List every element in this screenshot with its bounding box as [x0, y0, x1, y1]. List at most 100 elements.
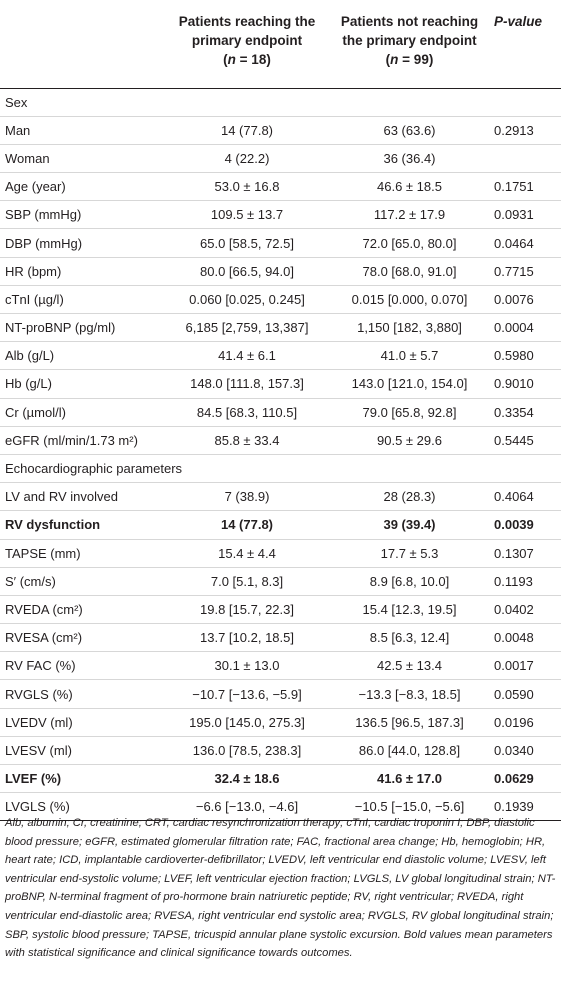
- p-value: 0.0196: [492, 708, 561, 737]
- row-label: Hb (g/L): [0, 369, 167, 399]
- value-reaching: [167, 454, 327, 484]
- row-label: LVGLS (%): [0, 792, 167, 822]
- row-label: HR (bpm): [0, 257, 167, 286]
- value-not-reaching: 42.5 ± 13.4: [327, 651, 492, 681]
- value-reaching: 4 (22.2): [167, 144, 327, 174]
- row-label: LVESV (ml): [0, 736, 167, 766]
- p-value: 0.0402: [492, 595, 561, 625]
- header-not-reaching-endpoint: Patients not reaching the primary endpoi…: [327, 0, 492, 89]
- p-value: 0.1307: [492, 539, 561, 568]
- value-reaching: 109.5 ± 13.7: [167, 200, 327, 230]
- value-reaching: 148.0 [111.8, 157.3]: [167, 369, 327, 399]
- header-reaching-endpoint: Patients reaching the primary endpoint (…: [167, 0, 327, 89]
- row-label: Alb (g/L): [0, 341, 167, 371]
- value-not-reaching: 90.5 ± 29.6: [327, 426, 492, 455]
- value-reaching: −6.6 [−13.0, −4.6]: [167, 792, 327, 822]
- value-reaching: 85.8 ± 33.4: [167, 426, 327, 455]
- table-row: RV dysfunction 14 (77.8) 39 (39.4) 0.0039: [0, 510, 561, 540]
- table-row: DBP (mmHg) 65.0 [58.5, 72.5] 72.0 [65.0, 8…: [0, 228, 561, 258]
- value-reaching: 15.4 ± 4.4: [167, 539, 327, 568]
- header-col2-n: (n = 99): [385, 52, 434, 67]
- value-not-reaching: [327, 88, 492, 117]
- table-row: HR (bpm) 80.0 [66.5, 94.0] 78.0 [68.0, 91.…: [0, 257, 561, 286]
- p-value: 0.0464: [492, 228, 561, 258]
- table-row: LVEDV (ml) 195.0 [145.0, 275.3] 136.5 [96.…: [0, 708, 561, 737]
- p-value: 0.0340: [492, 736, 561, 766]
- row-label: LVEF (%): [0, 764, 167, 794]
- header-col1-line2: primary endpoint: [191, 33, 303, 48]
- value-not-reaching: 78.0 [68.0, 91.0]: [327, 257, 492, 286]
- row-label: LV and RV involved: [0, 482, 167, 512]
- value-not-reaching: 72.0 [65.0, 80.0]: [327, 228, 492, 258]
- header-col2-line2: the primary endpoint: [342, 33, 477, 48]
- table-row: Man 14 (77.8) 63 (63.6) 0.2913: [0, 116, 561, 145]
- p-value: 0.2913: [492, 116, 561, 145]
- value-reaching: 84.5 [68.3, 110.5]: [167, 398, 327, 427]
- value-reaching: 136.0 [78.5, 238.3]: [167, 736, 327, 766]
- row-label: RVEDA (cm²): [0, 595, 167, 625]
- value-not-reaching: 79.0 [65.8, 92.8]: [327, 398, 492, 427]
- row-label: LVEDV (ml): [0, 708, 167, 737]
- table-row: TAPSE (mm) 15.4 ± 4.4 17.7 ± 5.3 0.1307: [0, 539, 561, 568]
- p-value: 0.0590: [492, 679, 561, 709]
- value-not-reaching: 136.5 [96.5, 187.3]: [327, 708, 492, 737]
- table-row: LVEF (%) 32.4 ± 18.6 41.6 ± 17.0 0.0629: [0, 764, 561, 794]
- value-reaching: −10.7 [−13.6, −5.9]: [167, 679, 327, 709]
- value-not-reaching: 15.4 [12.3, 19.5]: [327, 595, 492, 625]
- header-col2-line1: Patients not reaching: [340, 14, 479, 29]
- table-row: Age (year) 53.0 ± 16.8 46.6 ± 18.5 0.1751: [0, 172, 561, 202]
- p-value: [492, 144, 561, 174]
- table-row: RVGLS (%) −10.7 [−13.6, −5.9] −13.3 [−8.3,…: [0, 679, 561, 709]
- row-label: RVGLS (%): [0, 679, 167, 709]
- p-value: 0.0017: [492, 651, 561, 681]
- table-row: RVEDA (cm²) 19.8 [15.7, 22.3] 15.4 [12.3, …: [0, 595, 561, 625]
- row-label: NT-proBNP (pg/ml): [0, 313, 167, 343]
- value-reaching: 13.7 [10.2, 18.5]: [167, 623, 327, 653]
- table-row: LVESV (ml) 136.0 [78.5, 238.3] 86.0 [44.0,…: [0, 736, 561, 766]
- p-value: 0.9010: [492, 369, 561, 399]
- row-label: Cr (µmol/l): [0, 398, 167, 427]
- value-not-reaching: 28 (28.3): [327, 482, 492, 512]
- value-not-reaching: 1,150 [182, 3,880]: [327, 313, 492, 343]
- value-not-reaching: 0.015 [0.000, 0.070]: [327, 285, 492, 315]
- header-p-value: P-value: [492, 0, 561, 89]
- header-col1-n: (n = 18): [223, 52, 271, 67]
- table-footnote: Alb, albumin; Cr, creatinine; CRT, cardi…: [5, 817, 556, 960]
- value-reaching: 0.060 [0.025, 0.245]: [167, 285, 327, 315]
- p-value: 0.0931: [492, 200, 561, 230]
- value-reaching: 14 (77.8): [167, 116, 327, 145]
- row-label: eGFR (ml/min/1.73 m²): [0, 426, 167, 455]
- value-not-reaching: 117.2 ± 17.9: [327, 200, 492, 230]
- row-label: Sex: [0, 88, 167, 117]
- row-label: RV dysfunction: [0, 510, 167, 540]
- value-not-reaching: 41.6 ± 17.0: [327, 764, 492, 794]
- value-reaching: [167, 88, 327, 117]
- row-label: RV FAC (%): [0, 651, 167, 681]
- p-value: 0.5980: [492, 341, 561, 371]
- value-reaching: 80.0 [66.5, 94.0]: [167, 257, 327, 286]
- value-not-reaching: 143.0 [121.0, 154.0]: [327, 369, 492, 399]
- table-row: LVGLS (%) −6.6 [−13.0, −4.6] −10.5 [−15.0,…: [0, 792, 561, 822]
- p-value: 0.0039: [492, 510, 561, 540]
- value-reaching: 6,185 [2,759, 13,387]: [167, 313, 327, 343]
- value-reaching: 19.8 [15.7, 22.3]: [167, 595, 327, 625]
- value-not-reaching: 8.9 [6.8, 10.0]: [327, 567, 492, 596]
- table-row: LV and RV involved 7 (38.9) 28 (28.3) 0.406…: [0, 482, 561, 512]
- row-label: TAPSE (mm): [0, 539, 167, 568]
- value-not-reaching: 8.5 [6.3, 12.4]: [327, 623, 492, 653]
- p-value: [492, 454, 561, 484]
- value-reaching: 7 (38.9): [167, 482, 327, 512]
- row-label: Man: [0, 116, 167, 145]
- table-row: Echocardiographic parameters: [0, 454, 561, 484]
- value-not-reaching: [327, 454, 492, 484]
- value-not-reaching: −10.5 [−15.0, −5.6]: [327, 792, 492, 822]
- table-row: Woman 4 (22.2) 36 (36.4): [0, 144, 561, 174]
- value-not-reaching: 36 (36.4): [327, 144, 492, 174]
- table-row: cTnI (µg/l) 0.060 [0.025, 0.245] 0.015 [0.…: [0, 285, 561, 315]
- value-reaching: 41.4 ± 6.1: [167, 341, 327, 371]
- p-value: [492, 88, 561, 117]
- row-label: S′ (cm/s): [0, 567, 167, 596]
- value-not-reaching: 39 (39.4): [327, 510, 492, 540]
- row-label: SBP (mmHg): [0, 200, 167, 230]
